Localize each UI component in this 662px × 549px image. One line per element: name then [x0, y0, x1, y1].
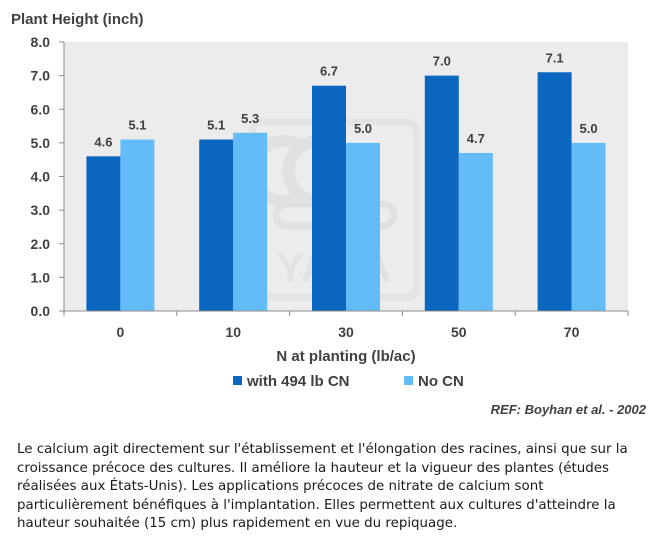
legend: with 494 lb CN No CN	[233, 373, 464, 390]
y-tick-label: 3.0	[31, 202, 51, 218]
bar-with-cn	[424, 75, 459, 311]
bar-with-cn	[199, 139, 234, 311]
data-label: 5.1	[207, 118, 225, 133]
y-tick-label: 0.0	[31, 303, 51, 319]
bar-no-cn	[120, 139, 155, 311]
data-label: 5.0	[354, 121, 372, 136]
y-tick-label: 6.0	[31, 101, 51, 117]
y-axis-title: Plant Height (inch)	[11, 11, 144, 28]
y-tick-label: 4.0	[31, 169, 51, 185]
y-axis-ticks: 0.0 1.0 2.0 3.0 4.0 5.0 6.0 7.0 8.0	[31, 34, 64, 319]
data-labels-layer: 4.6 5.1 6.7 7.0 7.1 5.1 5.3 5.0 4.7 5.0	[94, 50, 597, 149]
bar-no-cn	[346, 142, 380, 311]
bar-no-cn	[571, 142, 606, 311]
data-label: 4.7	[467, 131, 485, 146]
caption-paragraph: Le calcium agit directement sur l'établi…	[17, 442, 628, 532]
y-tick-label: 1.0	[31, 269, 51, 285]
x-tick-label: 0	[117, 324, 125, 340]
bars-layer	[86, 72, 606, 312]
chart-figure: YARA 4.65.16.77.07.15.15.35.04.75.0 0.01…	[11, 11, 647, 417]
x-axis-title: N at planting (lb/ac)	[276, 348, 415, 365]
bar-chart: YARA 4.65.16.77.07.15.15.35.04.75.0 0.01…	[11, 11, 647, 417]
legend-swatch-no-cn	[404, 376, 413, 385]
x-axis-ticks: 0 10 30 50 70	[63, 311, 629, 340]
data-label: 5.3	[241, 111, 259, 126]
y-tick-label: 7.0	[31, 68, 51, 84]
x-tick-label: 70	[564, 324, 580, 340]
legend-label-with-cn: with 494 lb CN	[246, 373, 350, 390]
x-tick-label: 30	[338, 324, 354, 340]
y-tick-label: 8.0	[31, 34, 51, 50]
bar-no-cn	[458, 152, 493, 311]
data-label: 7.0	[433, 54, 451, 69]
data-label: 5.1	[128, 118, 146, 133]
bar-with-cn	[312, 85, 346, 312]
data-label: 6.7	[320, 64, 338, 79]
legend-label-no-cn: No CN	[418, 373, 464, 390]
bar-no-cn	[233, 132, 268, 311]
bar-with-cn	[86, 156, 121, 311]
y-tick-label: 2.0	[31, 236, 51, 252]
reference-note: REF: Boyhan et al. - 2002	[491, 402, 647, 417]
x-tick-label: 50	[451, 324, 467, 340]
data-label: 7.1	[546, 50, 564, 65]
x-tick-label: 10	[225, 324, 241, 340]
bar-with-cn	[537, 72, 572, 311]
data-label: 5.0	[580, 121, 598, 136]
data-label: 4.6	[94, 134, 112, 149]
y-tick-label: 5.0	[31, 135, 51, 151]
legend-swatch-with-cn	[233, 376, 242, 385]
